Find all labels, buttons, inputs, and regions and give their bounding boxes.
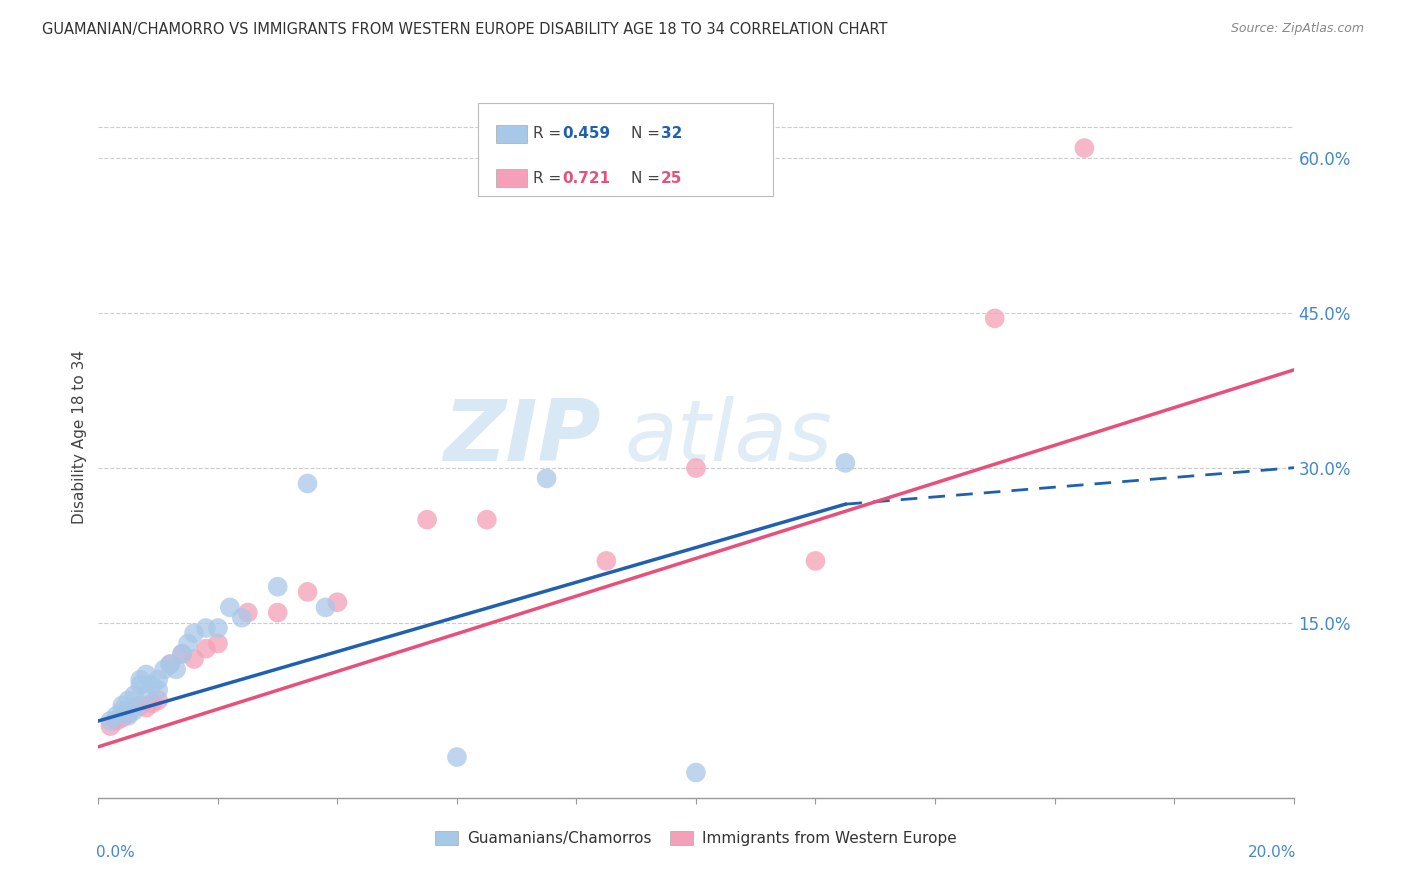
Point (416, 513, 439, 527)
Point (475, 513, 498, 527)
Point (141, 697, 163, 711)
Text: N =: N = (631, 127, 665, 141)
Point (129, 698, 152, 713)
Point (141, 678, 163, 692)
Point (111, 698, 134, 713)
Text: ZIP: ZIP (443, 395, 600, 479)
Point (297, 476, 319, 491)
Point (172, 647, 194, 661)
Point (98, 719, 122, 733)
Point (111, 711, 134, 725)
Point (195, 641, 218, 656)
Point (135, 667, 157, 681)
Point (177, 636, 200, 650)
Point (117, 708, 139, 723)
Text: 0.721: 0.721 (562, 171, 610, 186)
Text: 25: 25 (661, 171, 682, 186)
Point (124, 688, 146, 702)
Text: R =: R = (533, 171, 567, 186)
Point (135, 688, 157, 702)
Point (834, 456, 856, 470)
Point (326, 595, 349, 609)
Point (207, 636, 229, 650)
Text: 32: 32 (661, 127, 682, 141)
Y-axis label: Disability Age 18 to 34: Disability Age 18 to 34 (72, 350, 87, 524)
Point (148, 683, 170, 698)
Legend: Guamanians/Chamorros, Immigrants from Western Europe: Guamanians/Chamorros, Immigrants from We… (429, 825, 963, 852)
Point (172, 647, 194, 661)
Point (297, 585, 319, 599)
Text: R =: R = (533, 127, 567, 141)
Point (105, 708, 128, 723)
Point (195, 621, 218, 635)
Point (804, 554, 827, 568)
Point (159, 657, 181, 672)
Point (183, 652, 205, 666)
Point (267, 580, 290, 594)
Point (124, 704, 146, 718)
Point (595, 554, 617, 568)
Point (685, 461, 707, 475)
Text: N =: N = (631, 171, 665, 186)
Text: GUAMANIAN/CHAMORRO VS IMMIGRANTS FROM WESTERN EUROPE DISABILITY AGE 18 TO 34 COR: GUAMANIAN/CHAMORRO VS IMMIGRANTS FROM WE… (42, 22, 887, 37)
Point (148, 673, 170, 687)
Point (153, 662, 176, 676)
Text: 20.0%: 20.0% (1247, 846, 1296, 860)
Point (105, 714, 128, 728)
Point (183, 626, 205, 640)
Point (236, 606, 259, 620)
Point (446, 750, 468, 764)
Text: 0.459: 0.459 (562, 127, 610, 141)
Point (207, 621, 229, 635)
Text: atlas: atlas (624, 395, 832, 479)
Point (219, 600, 242, 615)
Point (117, 706, 139, 721)
Point (98, 714, 122, 728)
Point (685, 765, 707, 780)
Point (231, 611, 253, 625)
Point (148, 693, 170, 707)
Text: Source: ZipAtlas.com: Source: ZipAtlas.com (1230, 22, 1364, 36)
Text: 0.0%: 0.0% (96, 846, 135, 860)
Point (267, 606, 290, 620)
Point (984, 311, 1007, 326)
Point (135, 700, 157, 714)
Point (159, 657, 181, 672)
Point (111, 704, 134, 718)
Point (1073, 141, 1095, 155)
Point (129, 673, 152, 687)
Point (536, 471, 558, 485)
Point (117, 693, 139, 707)
Point (129, 678, 152, 692)
Point (165, 662, 187, 676)
Point (124, 700, 146, 714)
Point (315, 600, 337, 615)
